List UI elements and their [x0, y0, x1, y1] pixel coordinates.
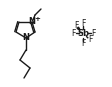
Text: F: F: [88, 35, 92, 44]
Text: N: N: [23, 33, 29, 43]
Text: F: F: [81, 39, 85, 48]
Text: F: F: [91, 29, 95, 37]
Text: F: F: [81, 19, 85, 27]
Text: F: F: [71, 29, 75, 37]
Text: F: F: [74, 21, 78, 31]
Text: +: +: [34, 16, 40, 22]
Text: Sb: Sb: [77, 29, 89, 37]
Polygon shape: [77, 27, 80, 30]
Text: N: N: [28, 17, 36, 27]
